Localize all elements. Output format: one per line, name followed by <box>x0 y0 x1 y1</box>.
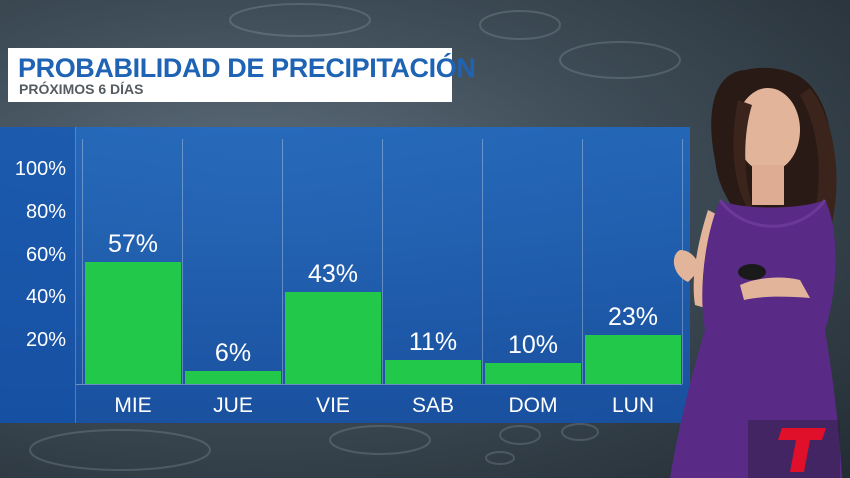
bar-value-label: 10% <box>507 330 559 359</box>
bar-mie <box>85 262 181 384</box>
bar-jue <box>185 371 281 384</box>
y-tick-label: 60% <box>25 243 66 266</box>
x-category-label: SAB <box>411 394 455 417</box>
bar-lun <box>585 334 681 384</box>
bar-sab <box>385 360 481 384</box>
presenter-figure <box>670 67 842 478</box>
y-tick-label: 80% <box>25 200 66 223</box>
bar-value-label: 6% <box>214 339 252 368</box>
gridline <box>182 139 183 384</box>
x-category-label: VIE <box>316 394 350 417</box>
gridline <box>582 139 583 384</box>
y-tick-label: 20% <box>25 329 66 352</box>
bar-vie <box>285 291 381 384</box>
x-category-label: MIE <box>114 394 152 417</box>
title-banner: PROBABILIDAD DE PRECIPITACIÓN PRÓXIMOS 6… <box>8 48 476 102</box>
y-tick-label: 100% <box>14 158 66 180</box>
bar-value-label: 23% <box>607 302 659 331</box>
bar-value-label: 11% <box>408 328 458 357</box>
x-category-label: JUE <box>213 394 253 417</box>
telemundo-t-logo <box>748 420 840 478</box>
gridline <box>82 139 83 384</box>
chart-title: PROBABILIDAD DE PRECIPITACIÓN <box>18 53 476 83</box>
y-axis-column <box>0 127 76 423</box>
x-category-label: LUN <box>611 394 654 417</box>
x-axis-baseline <box>76 384 682 385</box>
chart-subtitle: PRÓXIMOS 6 DÍAS <box>19 81 144 97</box>
bar-value-label: 43% <box>307 259 359 288</box>
gridline <box>382 139 383 384</box>
gridline <box>482 139 483 384</box>
gridline <box>282 139 283 384</box>
y-tick-label: 40% <box>25 286 66 309</box>
bar-value-label: 57% <box>107 230 159 259</box>
x-category-label: DOM <box>508 394 558 417</box>
bar-dom <box>485 362 581 384</box>
